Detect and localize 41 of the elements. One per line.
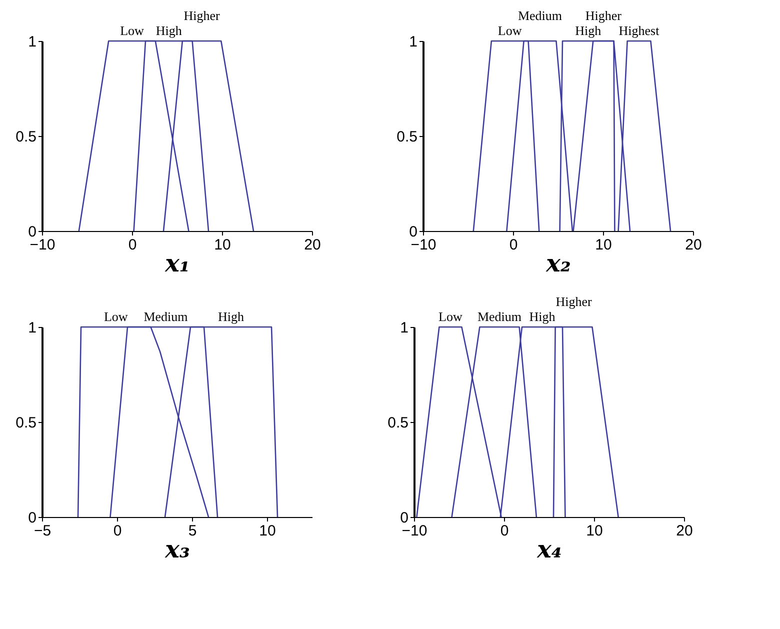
series-label: High [156,23,182,38]
y-tick-label: 0.5 [16,414,36,432]
y-tick-label: 1 [400,320,408,336]
y-tick-label: 0.5 [16,128,36,146]
x-tick-label: 10 [259,522,276,540]
x-tick-label: −5 [34,522,52,540]
x-tick-label: 20 [304,236,321,254]
series-label: Medium [518,8,562,23]
series-label: Low [438,309,463,324]
x-tick-label: 0 [500,522,509,540]
y-tick-label: 0.5 [388,414,408,432]
x-axis-title: x₁ [164,248,190,278]
x-tick-label: 5 [188,522,197,540]
y-tick-label: 0 [28,510,36,526]
x-axis-title: x₂ [545,248,571,278]
y-tick-label: 1 [28,320,36,336]
series-label: High [218,309,244,324]
x-axis-title: x₃ [164,534,190,564]
x-tick-label: 10 [586,522,603,540]
series-label: Higher [556,294,592,309]
series-label: High [529,309,556,324]
x-tick-label: 0 [113,522,122,540]
x-tick-label: 0 [128,236,137,254]
series-label: Low [120,23,145,38]
x-tick-label: 10 [595,236,612,254]
x-axis-title: x₄ [536,534,562,564]
y-tick-label: 1 [28,34,36,50]
series-label: Higher [585,8,622,23]
x-tick-label: 10 [214,236,231,254]
y-tick-label: 0.5 [396,128,418,146]
y-tick-label: 1 [409,34,418,50]
series-label: Low [104,309,128,324]
series-label: Low [498,23,522,38]
series-label: Medium [477,309,522,324]
series-label: Medium [144,309,188,324]
x-tick-label: 0 [509,236,518,254]
x-tick-label: 20 [676,522,693,540]
series-label: High [575,23,602,38]
x-tick-label: 20 [685,236,702,254]
series-label: Highest [618,23,660,38]
series-label: Higher [184,8,220,23]
